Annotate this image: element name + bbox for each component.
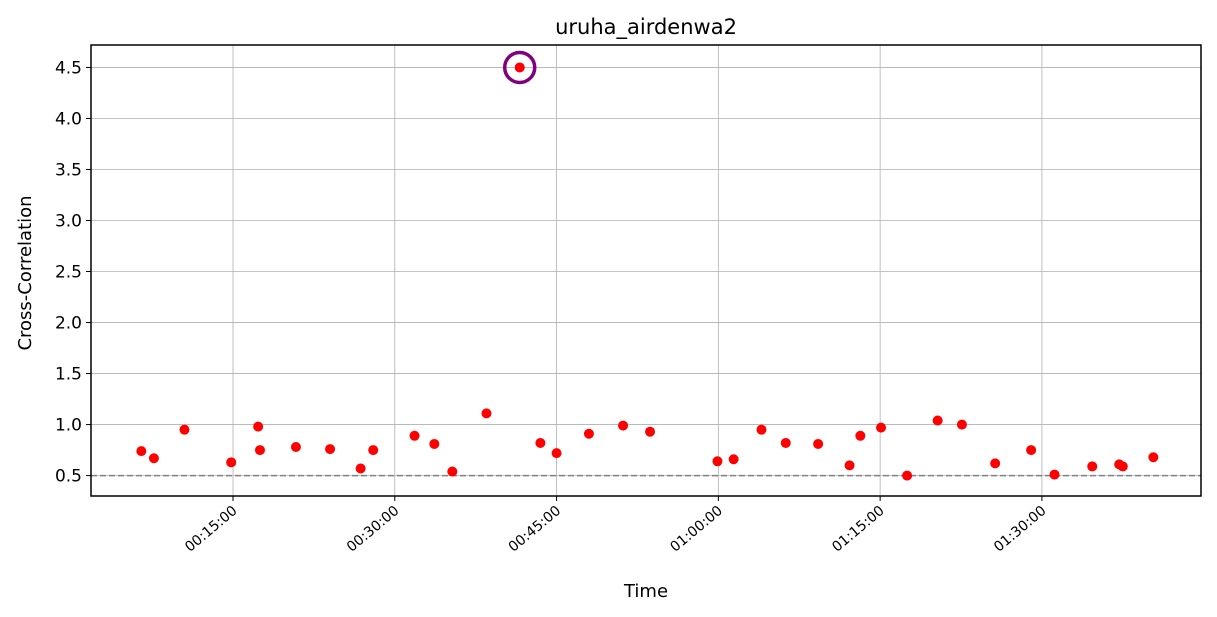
data-point bbox=[1117, 461, 1128, 472]
plot-frame bbox=[90, 44, 1202, 497]
data-point bbox=[932, 415, 943, 426]
data-point bbox=[136, 446, 147, 457]
data-point bbox=[551, 448, 562, 459]
y-tick-label: 4.5 bbox=[55, 58, 82, 78]
y-tick-label: 4.0 bbox=[55, 109, 82, 129]
y-axis-ticks: 0.5 1.0 1.5 2.0 2.5 3.0 3.5 4.0 4.5 bbox=[55, 58, 91, 487]
data-point bbox=[481, 408, 492, 419]
data-point bbox=[618, 420, 629, 431]
data-points bbox=[136, 62, 1159, 481]
data-point bbox=[1049, 469, 1060, 480]
data-point bbox=[990, 458, 1001, 469]
data-point bbox=[756, 424, 767, 435]
y-tick-label: 3.0 bbox=[55, 212, 82, 232]
data-point bbox=[253, 421, 264, 432]
data-point bbox=[1026, 445, 1037, 456]
y-tick-label: 1.5 bbox=[55, 365, 82, 385]
y-tick-label: 2.0 bbox=[55, 314, 82, 334]
data-point bbox=[368, 445, 379, 456]
y-axis-title: Cross-Correlation bbox=[15, 195, 36, 350]
data-point bbox=[1148, 452, 1159, 463]
grid-lines bbox=[91, 45, 1201, 496]
data-point bbox=[712, 456, 723, 467]
data-point bbox=[645, 426, 656, 437]
y-tick-label: 2.5 bbox=[55, 263, 82, 283]
data-point bbox=[226, 457, 237, 468]
highlight-layer bbox=[502, 50, 537, 85]
data-point bbox=[902, 470, 913, 481]
data-point bbox=[813, 438, 824, 449]
data-point bbox=[956, 419, 967, 430]
data-point bbox=[179, 424, 190, 435]
y-tick-label: 3.5 bbox=[55, 160, 82, 180]
data-point bbox=[254, 445, 265, 456]
data-point bbox=[429, 438, 440, 449]
data-point bbox=[290, 442, 301, 453]
data-point bbox=[325, 444, 336, 455]
data-point bbox=[855, 430, 866, 441]
data-point bbox=[728, 454, 739, 465]
data-point bbox=[148, 453, 159, 464]
data-point bbox=[409, 430, 420, 441]
data-point bbox=[1087, 461, 1098, 472]
chart-title: uruha_airdenwa2 bbox=[555, 15, 737, 40]
data-point bbox=[514, 62, 525, 73]
x-axis-title: Time bbox=[623, 581, 668, 602]
y-tick-label: 0.5 bbox=[55, 467, 82, 487]
y-tick-label: 1.0 bbox=[55, 416, 82, 436]
data-point bbox=[535, 437, 546, 448]
data-point bbox=[355, 463, 366, 474]
data-point bbox=[447, 466, 458, 477]
data-point bbox=[876, 422, 887, 433]
data-point bbox=[583, 428, 594, 439]
highlight-ring bbox=[502, 50, 537, 85]
data-point bbox=[844, 460, 855, 471]
data-point bbox=[780, 437, 791, 448]
